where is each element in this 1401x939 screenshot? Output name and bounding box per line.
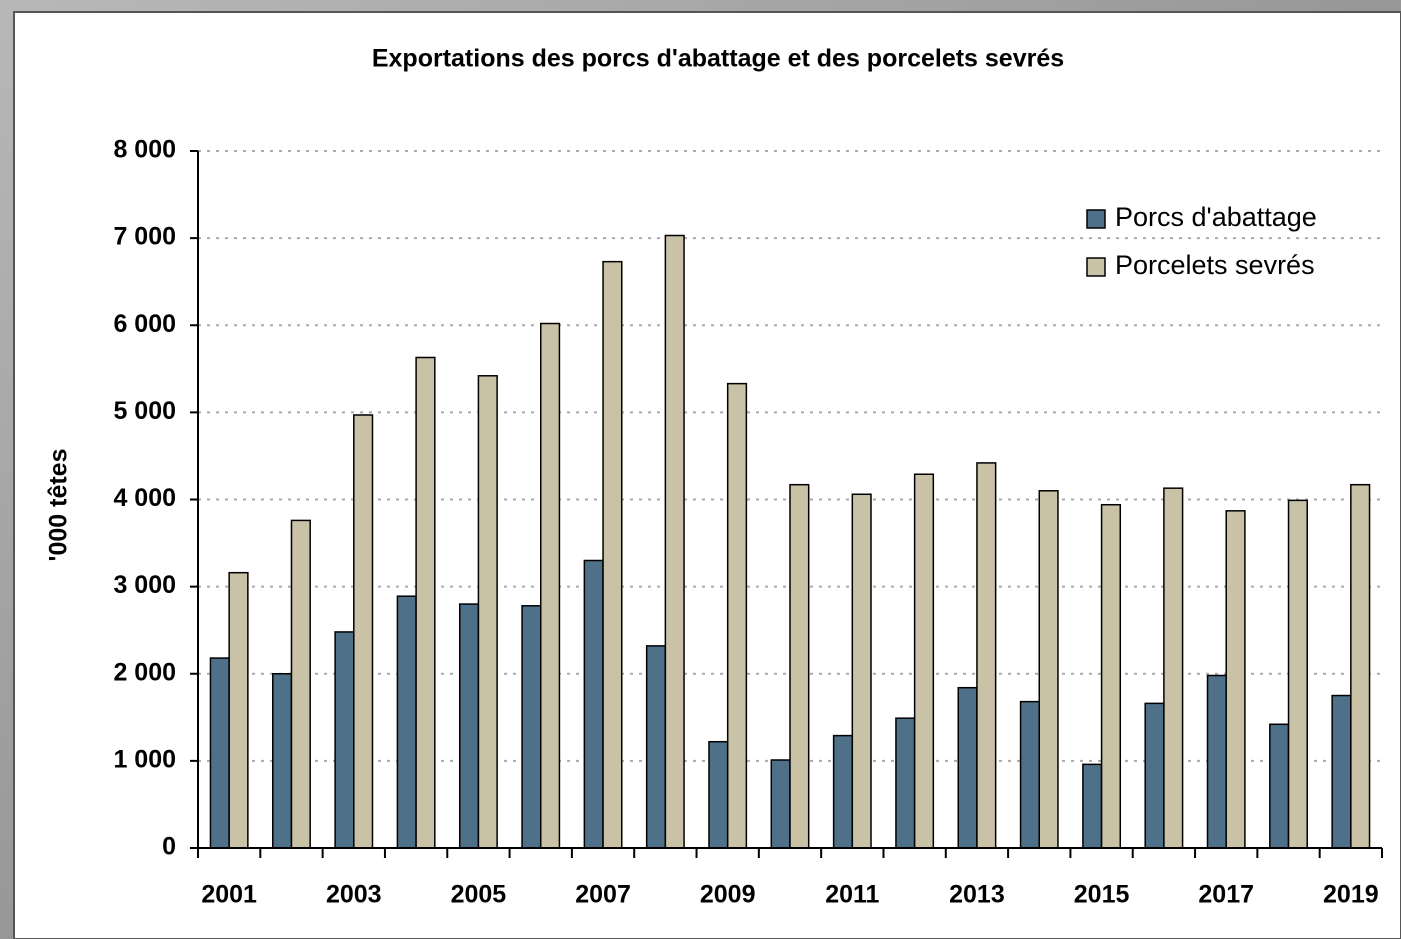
legend-label: Porcelets sevrés	[1115, 250, 1315, 280]
bar	[1269, 723, 1290, 849]
x-tick-label: 2005	[451, 881, 507, 909]
x-tick-label: 2011	[825, 881, 879, 909]
bar	[228, 571, 249, 849]
bar	[477, 375, 498, 849]
bar	[1287, 499, 1308, 849]
bar	[602, 260, 623, 849]
y-axis-label: '000 têtes	[45, 449, 73, 562]
y-tick-label: 6 000	[113, 310, 176, 338]
bar	[1038, 490, 1059, 849]
bar	[353, 414, 374, 849]
y-tick-label: 7 000	[113, 223, 176, 251]
bar	[539, 322, 561, 849]
x-tick-label: 2019	[1323, 881, 1379, 909]
y-tick-label: 4 000	[113, 484, 176, 512]
bar	[334, 631, 355, 849]
bar	[976, 462, 997, 849]
bar	[913, 473, 935, 849]
y-tick-label: 8 000	[113, 136, 176, 164]
bar	[1206, 674, 1227, 849]
legend-swatch	[1086, 209, 1106, 229]
bar	[1019, 700, 1041, 849]
bar	[458, 603, 480, 849]
bar	[415, 356, 436, 849]
bar	[832, 734, 854, 849]
bar	[1331, 694, 1352, 849]
bar	[1225, 510, 1246, 849]
bar	[272, 673, 293, 849]
bar	[1100, 503, 1122, 849]
bar	[396, 595, 417, 849]
y-tick-label: 5 000	[113, 397, 176, 425]
bar	[708, 740, 729, 849]
bar	[521, 605, 542, 849]
y-tick-label: 1 000	[113, 745, 176, 773]
bar	[789, 483, 810, 849]
bar	[645, 645, 667, 849]
x-tick-label: 2015	[1074, 881, 1130, 909]
bar	[209, 657, 230, 849]
bar	[957, 686, 978, 849]
bar	[895, 717, 916, 849]
x-tick-label: 2003	[326, 881, 382, 909]
bar	[1144, 702, 1165, 849]
x-tick-label: 2017	[1198, 881, 1254, 909]
bar	[1082, 763, 1103, 849]
bar	[770, 759, 791, 849]
bar	[664, 234, 685, 849]
chart-title: Exportations des porcs d'abattage et des…	[372, 45, 1064, 73]
bar	[726, 382, 748, 849]
legend-label: Porcs d'abattage	[1115, 202, 1317, 232]
y-tick-label: 2 000	[113, 658, 176, 686]
legend-swatch	[1086, 257, 1106, 277]
x-tick-label: 2001	[201, 881, 257, 909]
x-tick-label: 2013	[949, 881, 1005, 909]
bar	[851, 493, 872, 849]
x-tick-label: 2009	[700, 881, 756, 909]
y-tick-label: 0	[162, 833, 176, 861]
y-tick-label: 3 000	[113, 571, 176, 599]
bar	[583, 559, 604, 849]
x-tick-label: 2007	[575, 881, 631, 909]
bar	[290, 519, 311, 849]
bar	[1163, 487, 1184, 849]
bar	[1350, 483, 1371, 849]
